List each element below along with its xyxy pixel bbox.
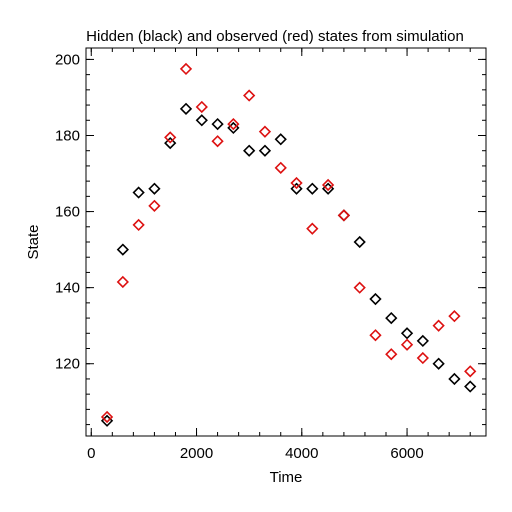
observed-data-point (337, 209, 351, 222)
hidden-data-point (258, 144, 272, 157)
observed-data-point (400, 338, 414, 351)
hidden-series (100, 102, 477, 427)
observed-data-point (464, 365, 477, 378)
y-tick-label: 200 (55, 51, 80, 68)
hidden-data-point (148, 182, 161, 195)
observed-data-point (100, 410, 114, 424)
x-tick-label: 4000 (285, 445, 318, 462)
observed-data-point (353, 281, 366, 294)
y-tick-label: 180 (55, 127, 80, 144)
hidden-data-point (321, 182, 335, 195)
observed-data-point (385, 348, 398, 361)
y-tick-label: 160 (55, 204, 80, 221)
hidden-data-point (448, 372, 461, 386)
observed-data-point (306, 222, 319, 235)
y-axis-label: State (25, 224, 42, 259)
observed-data-point (227, 117, 240, 131)
observed-data-point (211, 135, 224, 148)
hidden-data-point (132, 186, 145, 199)
hidden-data-point (416, 334, 429, 348)
observed-data-point (274, 161, 287, 174)
hidden-data-point (227, 121, 240, 135)
y-tick-label: 140 (55, 280, 80, 297)
axis-ticks (86, 48, 486, 436)
observed-data-point (416, 351, 429, 365)
hidden-data-point (243, 144, 256, 157)
hidden-data-point (385, 311, 398, 325)
hidden-data-point (274, 133, 287, 146)
observed-data-point (164, 131, 177, 144)
hidden-data-point (369, 292, 382, 306)
observed-data-point (432, 319, 445, 332)
chart-title: Hidden (black) and observed (red) states… (86, 28, 464, 45)
hidden-data-point (290, 182, 303, 195)
observed-data-point (148, 199, 161, 212)
hidden-data-point (353, 235, 366, 249)
observed-data-point (258, 125, 272, 138)
observed-data-point (290, 176, 303, 190)
data-points (100, 62, 477, 427)
x-tick-label: 2000 (180, 445, 213, 462)
observed-data-point (132, 218, 145, 232)
hidden-data-point (464, 380, 477, 393)
observed-data-point (243, 89, 256, 102)
hidden-data-point (211, 117, 224, 131)
observed-data-point (321, 178, 335, 192)
x-tick-label: 0 (87, 445, 95, 462)
hidden-data-point (116, 243, 129, 256)
observed-series (100, 62, 477, 424)
hidden-data-point (306, 182, 319, 195)
observed-data-point (116, 275, 129, 289)
observed-data-point (448, 310, 461, 323)
observed-data-point (195, 100, 208, 114)
hidden-data-point (195, 114, 208, 127)
hidden-data-point (164, 136, 177, 150)
hidden-data-point (179, 102, 193, 115)
hidden-data-point (100, 414, 114, 427)
axis-tick-labels: 0 2000 4000 6000 120 140 160 180 200 (55, 51, 424, 462)
hidden-data-point (400, 327, 414, 340)
x-tick-label: 6000 (390, 445, 423, 462)
plot-frame (85, 47, 487, 437)
hidden-data-point (337, 209, 351, 222)
x-axis-label: Time (270, 469, 303, 486)
y-tick-label: 120 (55, 356, 80, 373)
hidden-data-point (432, 357, 445, 370)
observed-data-point (369, 329, 382, 342)
observed-data-point (179, 62, 193, 76)
